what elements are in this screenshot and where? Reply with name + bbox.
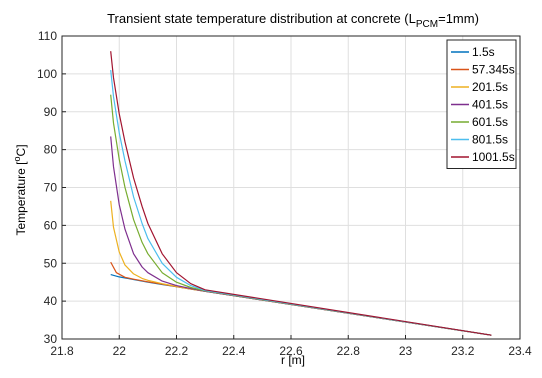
series-lines	[110, 51, 492, 336]
chart-title: Transient state temperature distribution…	[107, 11, 479, 30]
ylabel-superscript: o	[12, 156, 22, 161]
legend: 1.5s 57.345s 201.5s 401.5s 601.5s 801.5s 1001.…	[446, 39, 517, 169]
x-tick-label: 22	[113, 344, 127, 358]
legend-label: 401.5s	[472, 98, 508, 112]
legend-label: 1.5s	[472, 45, 495, 59]
legend-label: 201.5s	[472, 80, 508, 94]
series-line	[110, 136, 492, 336]
y-tick-label: 70	[44, 181, 58, 195]
x-tick-label: 23.4	[508, 344, 532, 358]
y-axis: 30 40 50 60 70 80 90 100 110	[37, 29, 66, 346]
ylabel-pre: Temperature [	[14, 161, 28, 236]
x-tick-label: 21.8	[50, 344, 74, 358]
y-tick-label: 110	[38, 29, 57, 43]
x-tick-label: 22.2	[165, 344, 189, 358]
series-line	[110, 94, 492, 336]
x-axis: 21.8 22 22.2 22.4 22.6 22.8 23 23.2 23.4	[50, 335, 532, 358]
series-line	[110, 70, 492, 336]
y-tick-label: 90	[44, 105, 58, 119]
legend-label: 57.345s	[472, 63, 515, 77]
y-tick-label: 100	[37, 67, 57, 81]
y-tick-label: 30	[44, 332, 58, 346]
title-subscript: PCM	[416, 19, 438, 30]
y-axis-label: Temperature [oC]	[12, 144, 28, 235]
legend-label: 601.5s	[472, 115, 508, 129]
y-tick-label: 60	[44, 218, 58, 232]
y-tick-label: 40	[44, 294, 58, 308]
y-tick-label: 80	[44, 143, 58, 157]
title-main: Transient state temperature distribution…	[107, 11, 416, 26]
title-end: =1mm)	[438, 11, 479, 26]
x-tick-label: 23.2	[451, 344, 475, 358]
x-axis-label: r [m]	[281, 353, 305, 367]
y-tick-label: 50	[44, 256, 58, 270]
ylabel-post: C]	[14, 144, 28, 156]
series-line	[110, 51, 492, 336]
x-tick-label: 22.6	[279, 344, 303, 358]
x-tick-label: 22.4	[222, 344, 246, 358]
x-tick-label: 22.8	[337, 344, 361, 358]
legend-label: 1001.5s	[472, 150, 515, 164]
x-tick-label: 23	[399, 344, 413, 358]
legend-label: 801.5s	[472, 133, 508, 147]
